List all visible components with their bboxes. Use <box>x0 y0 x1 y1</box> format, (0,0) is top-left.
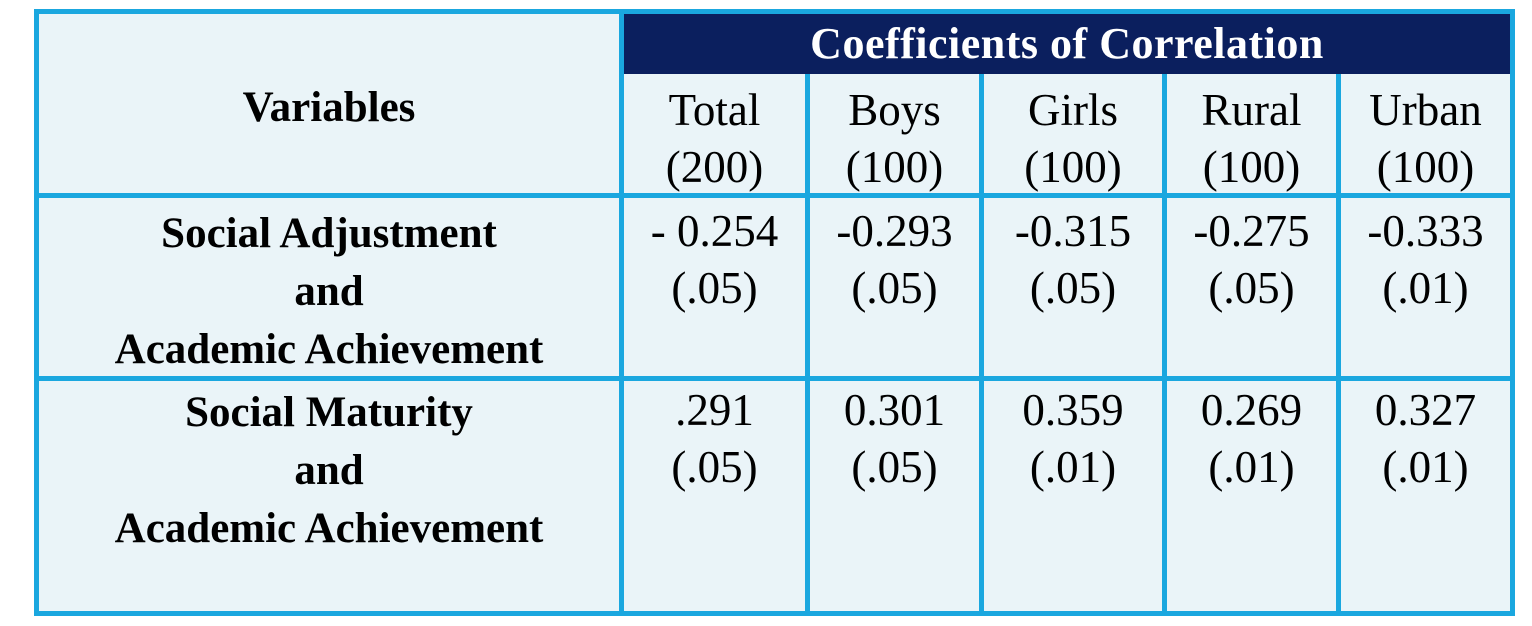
table-cell: -0.275 (.05) <box>1193 206 1310 313</box>
grid-line-col-3 <box>1162 74 1167 611</box>
grid-line-variables <box>619 14 624 611</box>
table-cell: .291 (.05) <box>671 385 758 492</box>
grid-line-col-1 <box>805 74 810 611</box>
row-label-social-maturity: Social Maturity and Academic Achievement <box>114 389 544 552</box>
group-header: Coefficients of Correlation <box>624 14 1510 74</box>
table-cell: -0.333 (.01) <box>1367 206 1484 313</box>
table-cell: - 0.254 (.05) <box>650 206 779 313</box>
table-cell: -0.293 (.05) <box>836 206 953 313</box>
column-header-girls: Girls (100) <box>1024 85 1122 192</box>
table-cell: -0.315 (.05) <box>1014 206 1132 313</box>
variables-header: Variables <box>242 84 416 131</box>
grid-line-row-1-bottom <box>39 376 1510 381</box>
grid-line-col-4 <box>1336 74 1341 611</box>
correlation-table: Coefficients of Correlation Variables To… <box>34 9 1515 616</box>
column-header-boys: Boys (100) <box>845 85 944 192</box>
row-label-social-adjustment: Social Adjustment and Academic Achieveme… <box>114 210 544 373</box>
table-cell: 0.269 (.01) <box>1200 385 1303 492</box>
table-cell: 0.359 (.01) <box>1022 385 1124 492</box>
column-header-rural: Rural (100) <box>1201 85 1302 192</box>
column-header-urban: Urban (100) <box>1369 85 1482 192</box>
table-cell: 0.327 (.01) <box>1374 385 1477 492</box>
column-header-total: Total (200) <box>665 85 764 192</box>
table-cell: 0.301 (.05) <box>843 385 946 492</box>
grid-line-header-bottom <box>39 193 1510 198</box>
grid-line-col-2 <box>979 74 984 611</box>
